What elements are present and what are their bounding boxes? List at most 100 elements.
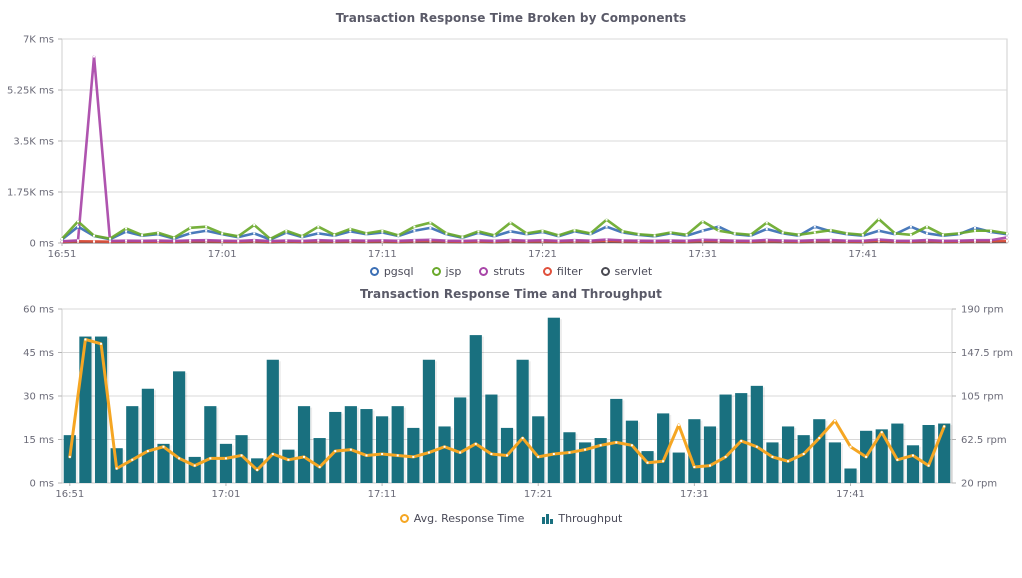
bar[interactable] xyxy=(204,406,217,483)
bar-shadow xyxy=(466,398,469,483)
bar[interactable] xyxy=(703,426,717,483)
data-point xyxy=(877,218,880,221)
bar[interactable] xyxy=(688,419,701,483)
data-point xyxy=(941,239,944,242)
data-point xyxy=(802,453,805,455)
bar[interactable] xyxy=(594,438,607,483)
data-point xyxy=(349,228,352,231)
bar[interactable] xyxy=(891,423,904,483)
bar[interactable] xyxy=(63,435,76,483)
data-point xyxy=(525,232,528,235)
data-point xyxy=(68,455,71,458)
data-point xyxy=(813,231,816,234)
data-point xyxy=(477,239,480,242)
data-point xyxy=(84,338,87,341)
bar[interactable] xyxy=(657,413,670,483)
bar[interactable] xyxy=(766,442,779,483)
bar-shadow xyxy=(731,396,734,483)
bar[interactable] xyxy=(938,423,951,483)
bar[interactable] xyxy=(376,416,389,483)
throughput-bar-chart[interactable]: 0 ms 15 ms 30 ms 45 ms 60 ms 20 rpm 62.5 rpm 10… xyxy=(0,301,1022,509)
bar[interactable] xyxy=(547,317,560,483)
legend-item-servlet[interactable]: servlet xyxy=(600,265,652,278)
data-point xyxy=(740,439,743,442)
data-point xyxy=(733,232,736,235)
components-line-chart[interactable]: 0 ms 1.75K ms 3.5K ms 5.25K ms 7K ms 16:51 17:… xyxy=(0,25,1022,263)
legend-item-jsp[interactable]: jsp xyxy=(431,265,461,278)
data-point xyxy=(205,225,208,228)
bar[interactable] xyxy=(188,456,201,483)
bar[interactable] xyxy=(797,435,810,483)
bar[interactable] xyxy=(282,449,295,483)
data-point xyxy=(765,221,768,224)
bar[interactable] xyxy=(297,406,311,483)
bar[interactable] xyxy=(735,393,748,483)
data-point xyxy=(1006,239,1008,242)
legend-item-filter[interactable]: filter xyxy=(542,265,583,278)
data-point xyxy=(109,237,112,240)
data-point xyxy=(599,444,602,447)
bar[interactable] xyxy=(719,394,732,483)
data-point xyxy=(605,239,608,242)
bar[interactable] xyxy=(157,443,170,483)
data-point xyxy=(693,466,696,469)
bar-shadow xyxy=(684,454,687,483)
data-point xyxy=(162,445,165,448)
bar[interactable] xyxy=(485,394,498,483)
bar[interactable] xyxy=(781,426,795,483)
bar-shadow xyxy=(903,425,906,483)
series-struts[interactable] xyxy=(60,55,1009,243)
data-point xyxy=(573,239,576,242)
legend-label: struts xyxy=(493,265,525,278)
data-point xyxy=(285,239,288,242)
bar[interactable] xyxy=(313,438,326,483)
bar[interactable] xyxy=(828,442,841,483)
bar[interactable] xyxy=(329,411,342,483)
bar[interactable] xyxy=(813,419,826,483)
bar[interactable] xyxy=(922,425,935,483)
bar[interactable] xyxy=(563,432,576,483)
bar[interactable] xyxy=(438,426,451,483)
avg-response-time-line[interactable] xyxy=(68,337,946,472)
bar[interactable] xyxy=(469,335,482,483)
bar[interactable] xyxy=(844,468,857,484)
bar-shadow xyxy=(950,425,953,483)
bar[interactable] xyxy=(875,429,888,483)
data-point xyxy=(787,460,790,463)
bar[interactable] xyxy=(141,388,154,483)
bar[interactable] xyxy=(219,443,233,483)
series-jsp[interactable] xyxy=(60,217,1009,241)
bar[interactable] xyxy=(516,359,529,483)
bar[interactable] xyxy=(672,452,685,483)
bar[interactable] xyxy=(173,371,186,483)
data-point xyxy=(877,229,880,232)
data-point xyxy=(287,458,290,461)
bar[interactable] xyxy=(126,406,139,483)
bar[interactable] xyxy=(391,406,404,483)
bar[interactable] xyxy=(360,409,373,483)
data-point xyxy=(333,239,336,242)
data-point xyxy=(717,239,720,242)
bar[interactable] xyxy=(625,420,638,483)
bar[interactable] xyxy=(454,397,467,483)
data-point xyxy=(989,229,992,232)
y-axis-right-label: 20 rpm xyxy=(961,479,997,490)
bar[interactable] xyxy=(422,359,436,483)
bar[interactable] xyxy=(266,359,279,483)
bar[interactable] xyxy=(906,445,920,483)
bar[interactable] xyxy=(235,435,248,483)
bar[interactable] xyxy=(344,406,357,483)
bar[interactable] xyxy=(94,336,108,483)
data-point xyxy=(256,468,259,471)
bar[interactable] xyxy=(578,442,592,483)
legend-item-pgsql[interactable]: pgsql xyxy=(369,265,414,278)
legend-item-throughput[interactable]: Throughput xyxy=(542,512,622,525)
legend-item-avg-response-time[interactable]: Avg. Response Time xyxy=(399,512,524,525)
legend-item-struts[interactable]: struts xyxy=(479,265,525,278)
bar[interactable] xyxy=(750,385,763,483)
data-point xyxy=(477,231,480,234)
data-point xyxy=(568,451,571,454)
bar-shadow xyxy=(528,361,531,483)
bar[interactable] xyxy=(79,336,92,483)
bar[interactable] xyxy=(532,416,545,483)
